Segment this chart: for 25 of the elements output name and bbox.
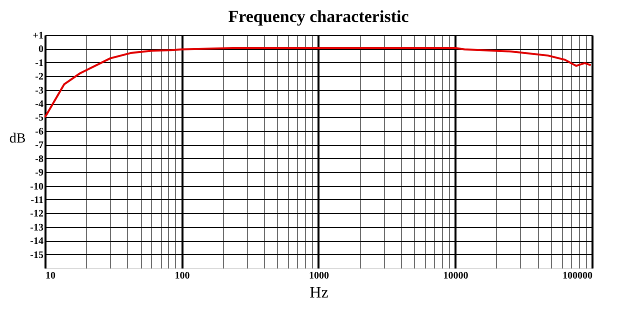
y-tick-label: -4 xyxy=(35,99,44,110)
x-tick-label: 100 xyxy=(174,270,190,282)
y-tick-label: -7 xyxy=(35,140,44,152)
y-tick-label: -15 xyxy=(30,250,44,261)
y-tick-label: -10 xyxy=(30,181,44,192)
y-tick-label: -2 xyxy=(35,72,44,83)
chart-title: Frequency characteristic xyxy=(228,7,410,26)
x-tick-label: 10 xyxy=(46,270,56,282)
x-axis-title: Hz xyxy=(310,284,328,302)
y-axis-title: dB xyxy=(9,132,26,146)
x-tick-label: 100000 xyxy=(562,270,592,282)
y-tick-label: -6 xyxy=(35,126,44,138)
y-tick-label: -1 xyxy=(35,58,44,69)
y-tick-label: -5 xyxy=(35,112,44,124)
y-tick-label: 0 xyxy=(38,44,44,56)
y-tick-label: -14 xyxy=(30,236,44,248)
y-tick-label: -13 xyxy=(30,222,44,234)
y-tick-label: -3 xyxy=(35,85,44,96)
y-tick-label: -11 xyxy=(30,194,44,206)
y-tick-label: -8 xyxy=(35,154,44,165)
y-tick-label: +1 xyxy=(32,30,44,42)
y-tick-label: -9 xyxy=(35,168,44,179)
x-tick-label: 1000 xyxy=(309,270,329,282)
y-tick-label: -12 xyxy=(30,208,44,220)
x-tick-label: 10000 xyxy=(443,270,468,282)
